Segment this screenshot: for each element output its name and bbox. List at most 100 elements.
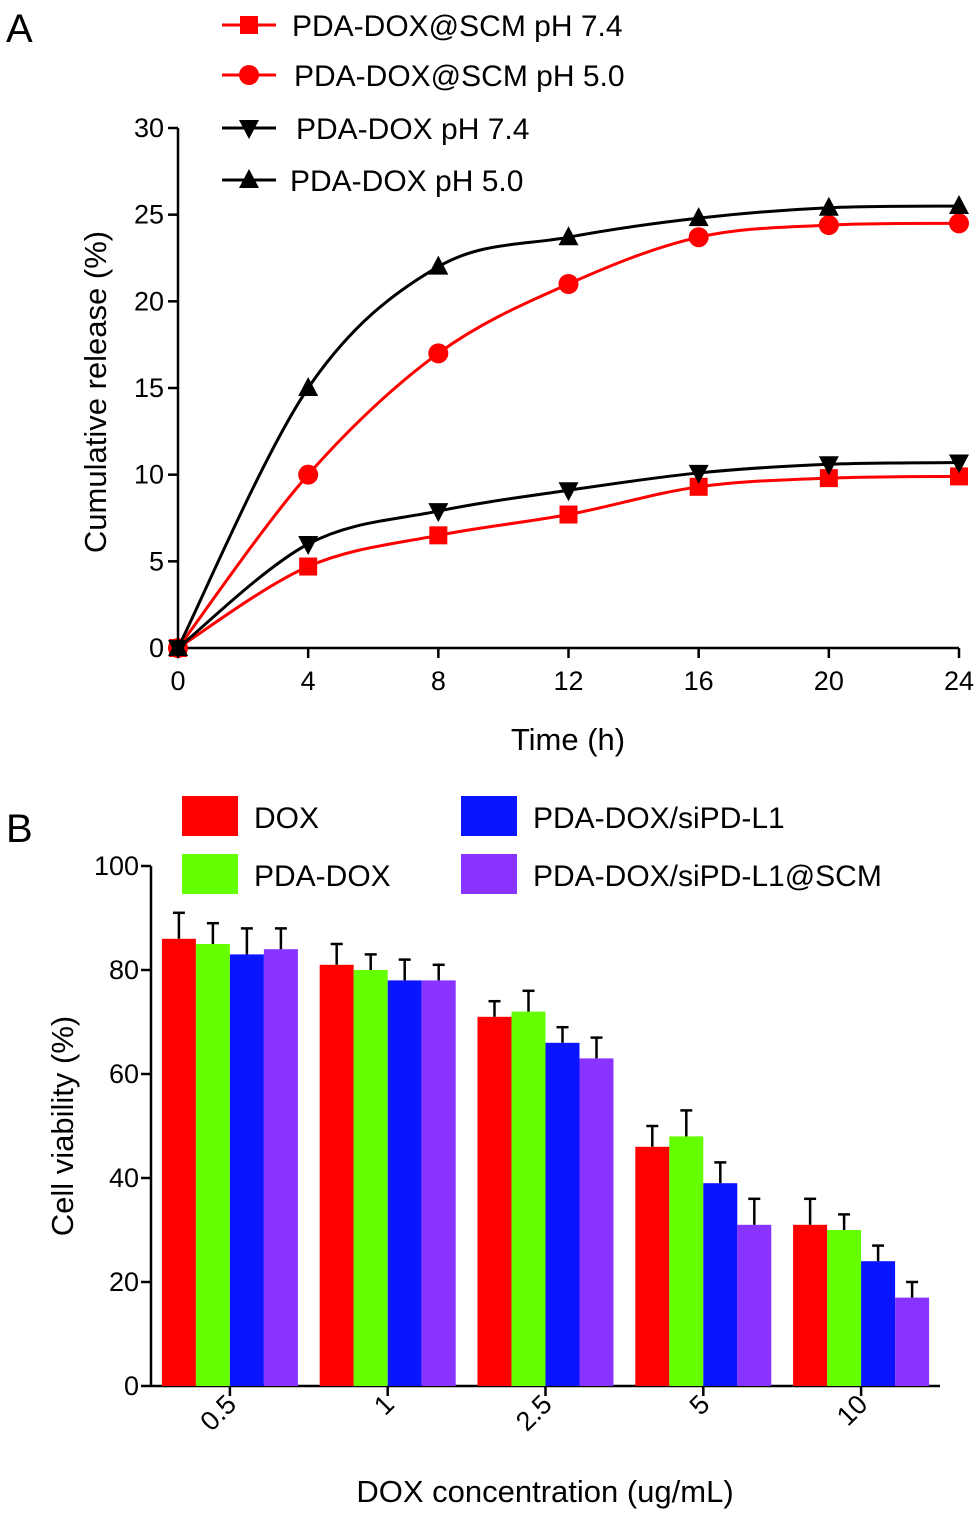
- viability-legend-item-3: PDA-DOX/siPD-L1: [461, 796, 785, 836]
- viability-bar: [387, 980, 422, 1386]
- viability-bar-group-item: [195, 921, 230, 1386]
- release-data-point: [818, 456, 839, 476]
- release-legend-marker: [239, 120, 259, 139]
- release-legend-marker: [240, 16, 258, 34]
- release-series-2: [168, 213, 969, 658]
- viability-bar: [895, 1297, 930, 1386]
- viability-chart-x-tick-label: 5: [684, 1389, 716, 1421]
- release-data-point: [688, 464, 709, 484]
- viability-bar: [793, 1224, 828, 1386]
- viability-bar-group-item: [161, 911, 196, 1386]
- viability-bar-group-item: [793, 1197, 828, 1386]
- viability-bar: [319, 964, 354, 1386]
- viability-bar-group-item: [895, 1280, 930, 1386]
- release-data-point: [818, 215, 839, 236]
- release-data-point: [819, 469, 838, 488]
- viability-chart-x-tick-label: 0.5: [194, 1389, 242, 1437]
- viability-bar-group-item: [635, 1124, 670, 1386]
- release-chart-y-tick-label: 25: [134, 200, 164, 230]
- release-chart-x-tick-label: 8: [431, 666, 446, 696]
- viability-bar-group-item: [703, 1161, 738, 1386]
- viability-bar: [229, 954, 264, 1386]
- viability-bar-group-item: [319, 942, 354, 1386]
- release-data-point: [558, 274, 579, 294]
- release-chart-y-tick-label: 10: [134, 460, 164, 490]
- viability-bar: [511, 1011, 546, 1386]
- release-data-point: [298, 536, 319, 555]
- release-chart-series: [168, 195, 969, 659]
- release-data-point: [298, 464, 319, 485]
- release-chart-x-title: Time (h): [511, 722, 625, 757]
- release-data-point: [429, 526, 448, 545]
- viability-chart-y-title: Cell viability (%): [45, 1016, 80, 1236]
- release-chart-y-title: Cumulative release (%): [78, 231, 113, 553]
- viability-bar-group-item: [229, 927, 264, 1386]
- release-chart-x-tick-label: 12: [553, 666, 583, 696]
- release-legend-marker: [239, 169, 259, 188]
- release-data-point: [559, 505, 578, 524]
- release-series-4: [168, 195, 969, 656]
- viability-chart-y-tick-label: 0: [124, 1371, 139, 1401]
- release-chart: A 0 5 10 15 20 25 30 0 4 8 12 16 20 24 PDA-DOX@SCM pH…: [6, 7, 974, 757]
- viability-bar: [669, 1136, 704, 1386]
- viability-bar: [353, 970, 388, 1386]
- release-data-point: [558, 482, 579, 502]
- release-data-point: [428, 343, 449, 364]
- release-chart-legend: PDA-DOX@SCM pH 7.4 PDA-DOX@SCM pH 5.0 PDA-…: [222, 10, 625, 198]
- release-chart-y-tick-label: 30: [134, 113, 164, 143]
- viability-bar-group-item: [421, 963, 456, 1386]
- viability-bar-group-item: [511, 989, 546, 1386]
- release-chart-x-tick-label: 0: [170, 666, 185, 696]
- release-chart-y-tick-label: 0: [149, 633, 164, 663]
- viability-bar-group-item: [477, 999, 512, 1386]
- viability-chart-x-tick-label: 2.5: [510, 1389, 558, 1437]
- viability-legend-swatch: [461, 796, 517, 836]
- release-legend-item-3: PDA-DOX pH 7.4: [222, 113, 529, 146]
- viability-legend-item-2: PDA-DOX: [182, 854, 391, 894]
- viability-chart-y-tick-label: 100: [94, 851, 139, 881]
- release-data-point: [688, 227, 709, 248]
- viability-legend-label: PDA-DOX/siPD-L1@SCM: [533, 860, 882, 893]
- release-data-point: [428, 503, 449, 523]
- release-legend-item-4: PDA-DOX pH 5.0: [222, 165, 523, 198]
- viability-chart-legend: DOX PDA-DOX PDA-DOX/siPD-L1 PDA-DOX/siPD-L1…: [182, 796, 882, 894]
- viability-legend-item-1: DOX: [182, 796, 319, 836]
- viability-bar: [421, 980, 456, 1386]
- release-chart-x-tick-label: 4: [301, 666, 316, 696]
- release-chart-x-tick-label: 20: [814, 666, 844, 696]
- release-data-point: [298, 377, 319, 396]
- viability-bar-group-item: [827, 1213, 862, 1386]
- viability-chart-bars: [161, 911, 930, 1386]
- viability-bar: [827, 1230, 862, 1386]
- release-data-point: [168, 637, 188, 656]
- viability-legend-label: PDA-DOX: [254, 860, 391, 893]
- release-data-point: [818, 196, 839, 216]
- viability-bar: [737, 1224, 772, 1386]
- release-data-point: [299, 557, 318, 576]
- viability-chart-x-tick-label: 1: [368, 1389, 400, 1421]
- release-data-point: [949, 454, 969, 474]
- viability-chart-y-tick-label: 40: [109, 1163, 139, 1193]
- viability-legend-label: DOX: [254, 802, 319, 835]
- viability-legend-swatch: [182, 796, 238, 836]
- viability-bar: [545, 1042, 580, 1386]
- viability-bar-group-item: [579, 1036, 614, 1386]
- viability-chart-y-tick-label: 20: [109, 1267, 139, 1297]
- viability-chart: B 0 20 40 60 80 100 0.5 1 2.5 5 10 DOX PDA-DOX PDA-D…: [6, 796, 940, 1509]
- release-data-point: [688, 207, 709, 227]
- viability-chart-y-tick-label: 60: [109, 1059, 139, 1089]
- release-legend-label: PDA-DOX@SCM pH 7.4: [292, 10, 623, 43]
- viability-chart-y-tick-label: 80: [109, 955, 139, 985]
- viability-bar-group-item: [387, 958, 422, 1386]
- release-chart-x-tick-label: 24: [944, 666, 974, 696]
- viability-bar-group-item: [263, 927, 298, 1386]
- release-series-3: [168, 454, 969, 659]
- release-data-point: [949, 195, 969, 214]
- panel-a-label: A: [6, 7, 33, 51]
- viability-bar: [579, 1058, 614, 1386]
- viability-bar-group-item: [861, 1244, 896, 1386]
- release-data-point: [558, 226, 579, 246]
- release-chart-y-tick-label: 20: [134, 286, 164, 316]
- viability-bar: [861, 1261, 896, 1386]
- release-chart-x-tick-label: 16: [684, 666, 714, 696]
